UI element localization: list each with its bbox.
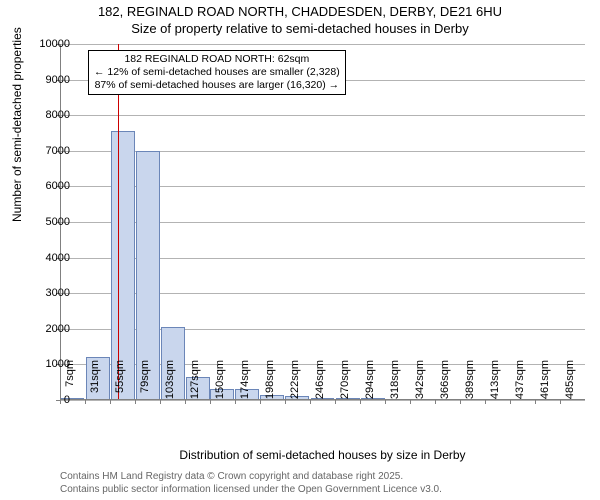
x-tick-label: 461sqm — [539, 360, 551, 399]
grid-line — [60, 115, 585, 116]
x-tick — [360, 400, 361, 404]
x-tick-label: 103sqm — [164, 360, 176, 399]
x-tick-label: 150sqm — [214, 360, 226, 399]
grid-line — [60, 44, 585, 45]
chart-plot-area — [60, 44, 585, 400]
y-tick-label: 0 — [64, 394, 70, 406]
x-tick — [285, 400, 286, 404]
annotation-line: ← 12% of semi-detached houses are smalle… — [94, 66, 340, 79]
y-tick-label: 9000 — [46, 74, 70, 86]
y-tick-label: 5000 — [46, 216, 70, 228]
annotation-line: 87% of semi-detached houses are larger (… — [94, 79, 340, 92]
x-tick — [460, 400, 461, 404]
x-tick-label: 31sqm — [89, 360, 101, 393]
y-tick-label: 2000 — [46, 323, 70, 335]
x-tick — [260, 400, 261, 404]
title-line-2: Size of property relative to semi-detach… — [0, 21, 600, 38]
x-tick — [135, 400, 136, 404]
footer-line-2: Contains public sector information licen… — [60, 484, 442, 497]
x-tick-label: 7sqm — [64, 360, 76, 387]
x-tick-label: 55sqm — [114, 360, 126, 393]
x-tick — [510, 400, 511, 404]
x-tick — [85, 400, 86, 404]
y-tick-label: 6000 — [46, 180, 70, 192]
x-tick-label: 389sqm — [464, 360, 476, 399]
x-tick-label: 413sqm — [489, 360, 501, 399]
x-tick-label: 198sqm — [264, 360, 276, 399]
x-tick-label: 366sqm — [439, 360, 451, 399]
x-tick-label: 318sqm — [389, 360, 401, 399]
x-tick — [560, 400, 561, 404]
x-axis-line — [60, 399, 585, 400]
title-line-1: 182, REGINALD ROAD NORTH, CHADDESDEN, DE… — [0, 4, 600, 21]
y-tick-label: 7000 — [46, 145, 70, 157]
x-tick-label: 127sqm — [189, 360, 201, 399]
y-tick-label: 4000 — [46, 252, 70, 264]
x-tick-label: 79sqm — [139, 360, 151, 393]
x-tick-label: 246sqm — [314, 360, 326, 399]
x-tick-label: 485sqm — [564, 360, 576, 399]
y-axis-title: Number of semi-detached properties — [10, 27, 24, 222]
x-axis-title: Distribution of semi-detached houses by … — [60, 448, 585, 462]
x-tick-label: 342sqm — [414, 360, 426, 399]
x-tick — [410, 400, 411, 404]
reference-line — [118, 44, 120, 400]
x-tick — [110, 400, 111, 404]
annotation-line: 182 REGINALD ROAD NORTH: 62sqm — [94, 53, 340, 66]
x-tick-label: 174sqm — [239, 360, 251, 399]
x-tick — [485, 400, 486, 404]
chart-title-block: 182, REGINALD ROAD NORTH, CHADDESDEN, DE… — [0, 0, 600, 40]
y-tick-label: 3000 — [46, 287, 70, 299]
x-tick — [160, 400, 161, 404]
x-tick-label: 222sqm — [289, 360, 301, 399]
x-tick — [235, 400, 236, 404]
x-tick — [185, 400, 186, 404]
x-tick-label: 437sqm — [514, 360, 526, 399]
footer-attribution: Contains HM Land Registry data © Crown c… — [60, 471, 442, 496]
x-tick — [60, 400, 61, 404]
x-tick — [535, 400, 536, 404]
x-tick-label: 270sqm — [339, 360, 351, 399]
x-tick — [435, 400, 436, 404]
y-tick-label: 10000 — [39, 38, 70, 50]
x-tick — [385, 400, 386, 404]
x-tick-label: 294sqm — [364, 360, 376, 399]
footer-line-1: Contains HM Land Registry data © Crown c… — [60, 471, 442, 484]
y-tick-label: 8000 — [46, 109, 70, 121]
x-tick — [310, 400, 311, 404]
annotation-box: 182 REGINALD ROAD NORTH: 62sqm← 12% of s… — [88, 50, 346, 95]
grid-line — [60, 400, 585, 401]
x-tick — [210, 400, 211, 404]
x-tick — [335, 400, 336, 404]
